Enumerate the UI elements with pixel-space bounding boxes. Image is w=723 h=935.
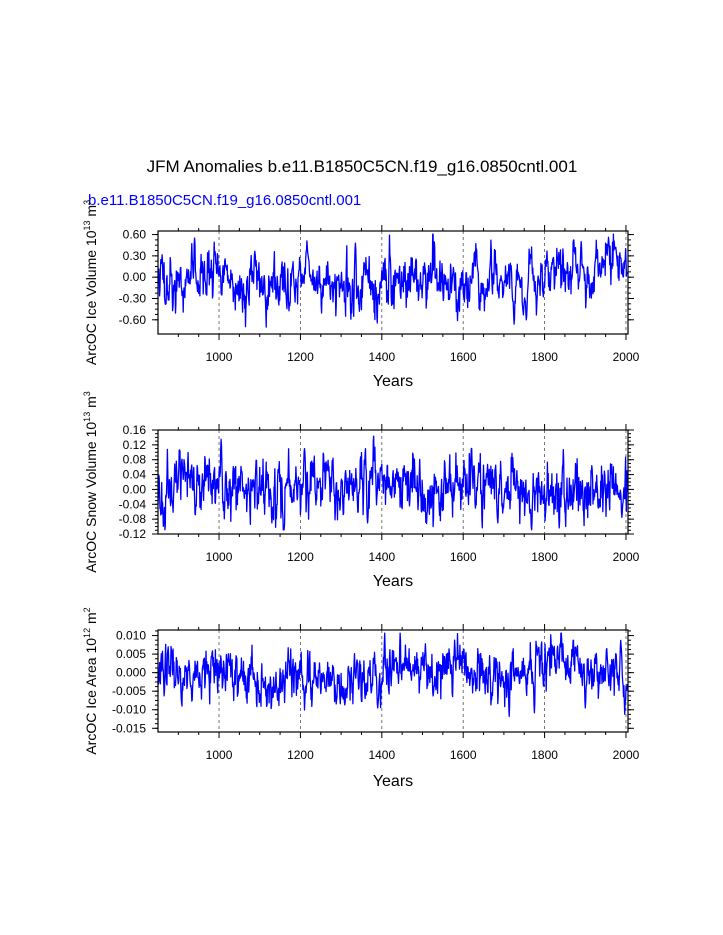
x-tick-label: 1400 — [368, 350, 395, 364]
x-axis-label: Years — [373, 573, 413, 590]
y-tick-label: -0.010 — [112, 703, 146, 717]
x-tick-label: 1200 — [287, 350, 314, 364]
x-tick-label: 1800 — [531, 350, 558, 364]
y-axis-label: ArcOC Ice Area 1012 m2 — [82, 607, 99, 754]
y-axis-label: ArcOC Ice Volume 1013 m3 — [82, 200, 99, 365]
y-tick-label: 0.16 — [123, 423, 147, 437]
plot-frame — [157, 629, 629, 733]
x-tick-label: 1600 — [450, 550, 477, 564]
x-tick-label: 2000 — [613, 550, 640, 564]
x-tick-label: 1400 — [368, 550, 395, 564]
y-tick-label: -0.04 — [119, 497, 147, 511]
y-tick-label: 0.12 — [123, 438, 147, 452]
y-tick-label: -0.08 — [119, 512, 147, 526]
y-tick-label: 0.60 — [123, 228, 147, 242]
y-tick-label: 0.005 — [116, 647, 146, 661]
x-tick-label: 1600 — [450, 748, 477, 762]
x-tick-label: 1800 — [531, 550, 558, 564]
y-axis-label: ArcOC Snow Volume 1013 m3 — [82, 391, 99, 573]
x-tick-label: 1200 — [287, 550, 314, 564]
y-tick-label: -0.015 — [112, 721, 146, 735]
y-tick-label: 0.010 — [116, 629, 146, 643]
chart-title: JFM Anomalies b.e11.B1850C5CN.f19_g16.08… — [147, 157, 578, 176]
y-tick-label: -0.12 — [119, 527, 147, 541]
series-line — [157, 233, 628, 328]
x-axis-label: Years — [373, 373, 413, 390]
x-tick-label: 1000 — [206, 350, 233, 364]
y-tick-label: 0.00 — [123, 482, 147, 496]
y-tick-label: 0.30 — [123, 249, 147, 263]
x-tick-label: 1000 — [206, 748, 233, 762]
y-tick-label: 0.000 — [116, 666, 146, 680]
panel-ice-area: 1000 1200 1400 1600 1800 2000 -0.015 -0.010 -0.0… — [82, 607, 640, 790]
x-tick-label: 1600 — [450, 350, 477, 364]
y-tick-label: 0.08 — [123, 453, 147, 467]
chart-subtitle: b.e11.B1850C5CN.f19_g16.0850cntl.001 — [88, 192, 361, 209]
x-tick-label: 1000 — [206, 550, 233, 564]
x-tick-label: 1400 — [368, 748, 395, 762]
y-tick-label: 0.00 — [123, 270, 147, 284]
y-tick-label: 0.04 — [123, 468, 147, 482]
series-line — [157, 435, 628, 531]
x-tick-label: 1200 — [287, 748, 314, 762]
series-line — [157, 632, 628, 718]
y-tick-label: -0.60 — [119, 313, 147, 327]
x-tick-label: 2000 — [613, 350, 640, 364]
y-tick-label: -0.30 — [119, 291, 147, 305]
panel-snow-volume: 1000 1200 1400 1600 1800 2000-0.12-0.08-0.040… — [82, 391, 640, 590]
x-axis-label: Years — [373, 773, 413, 790]
x-tick-label: 1800 — [531, 748, 558, 762]
x-tick-label: 2000 — [613, 748, 640, 762]
panel-ice-volume: 1000 1200 1400 1600 1800 2000 -0.60 -0.30 0.00 0.… — [82, 200, 640, 390]
y-tick-label: -0.005 — [112, 684, 146, 698]
